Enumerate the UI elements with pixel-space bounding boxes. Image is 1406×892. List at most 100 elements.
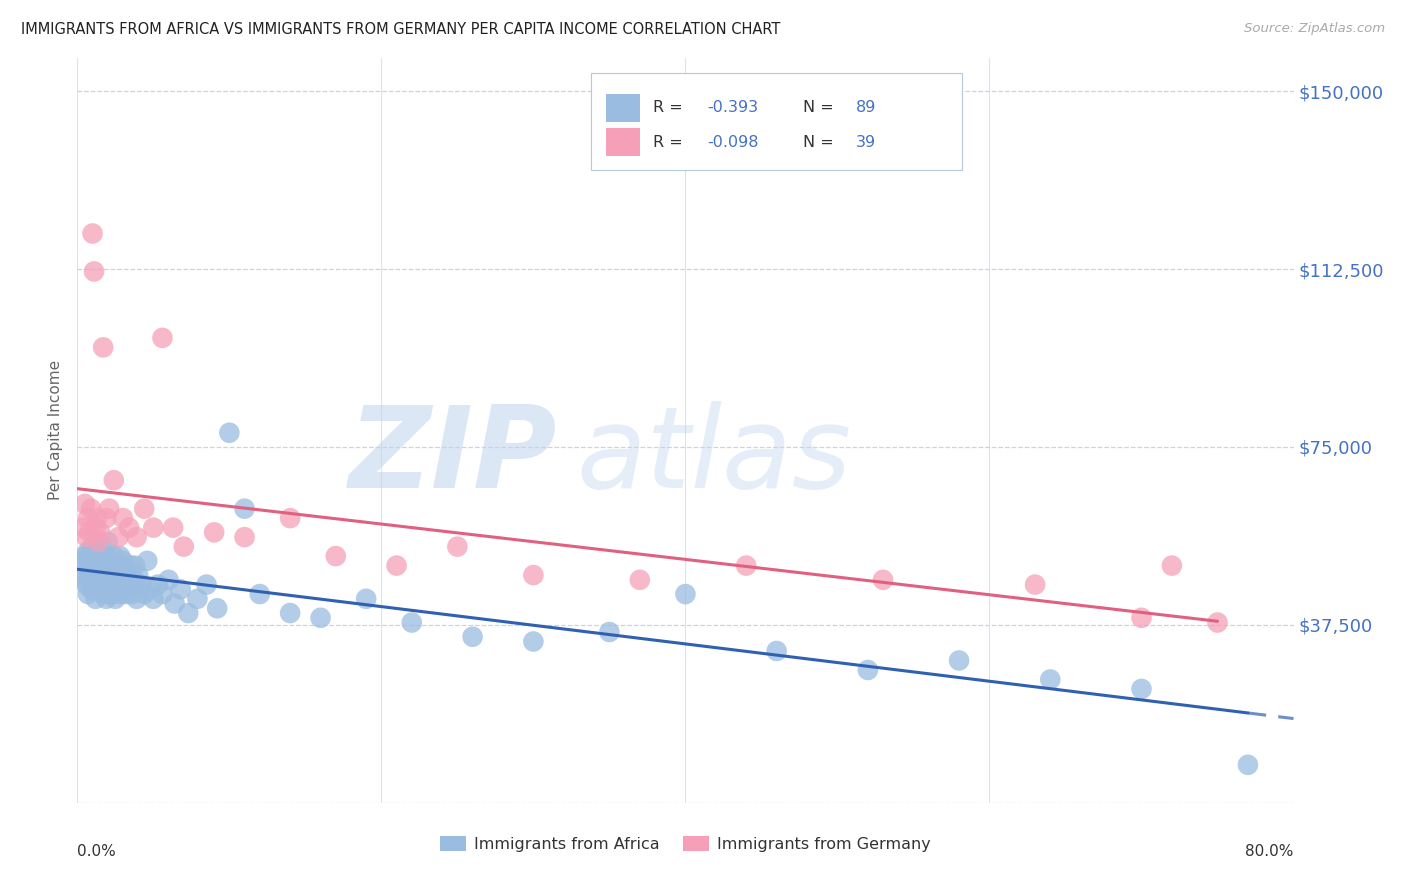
Point — [177, 606, 200, 620]
Point — [118, 521, 141, 535]
Point — [77, 587, 100, 601]
Legend: Immigrants from Africa, Immigrants from Germany: Immigrants from Africa, Immigrants from … — [434, 830, 936, 858]
Point — [170, 582, 193, 597]
Point — [89, 525, 111, 540]
Point — [86, 544, 108, 558]
Point — [91, 554, 114, 568]
Point — [97, 573, 120, 587]
Point — [124, 558, 146, 573]
Text: -0.098: -0.098 — [707, 135, 759, 150]
Point — [163, 597, 186, 611]
Point — [104, 591, 127, 606]
Point — [125, 530, 148, 544]
Point — [83, 549, 105, 563]
Point — [127, 568, 149, 582]
Text: 89: 89 — [856, 101, 876, 115]
Text: ZIP: ZIP — [349, 401, 558, 512]
Point — [90, 540, 112, 554]
Point — [117, 563, 139, 577]
Point — [82, 558, 104, 573]
Point — [80, 563, 103, 577]
Point — [105, 558, 128, 573]
Point — [385, 558, 408, 573]
Point — [93, 577, 115, 591]
Point — [278, 511, 301, 525]
Point — [84, 521, 107, 535]
Point — [446, 540, 468, 554]
Point — [115, 587, 138, 601]
Y-axis label: Per Capita Income: Per Capita Income — [48, 360, 63, 500]
Point — [325, 549, 347, 563]
Point — [101, 563, 124, 577]
Point — [354, 591, 377, 606]
Point — [72, 521, 94, 535]
Point — [103, 473, 125, 487]
Point — [93, 558, 115, 573]
Point — [86, 568, 108, 582]
Point — [1024, 577, 1046, 591]
Point — [675, 587, 697, 601]
Text: R =: R = — [652, 135, 688, 150]
Point — [249, 587, 271, 601]
Point — [162, 521, 184, 535]
Point — [96, 549, 118, 563]
Point — [1206, 615, 1229, 630]
Point — [122, 573, 145, 587]
FancyBboxPatch shape — [606, 128, 640, 156]
Point — [120, 558, 142, 573]
Text: atlas: atlas — [576, 401, 851, 512]
Point — [80, 501, 103, 516]
Point — [278, 606, 301, 620]
Point — [110, 568, 132, 582]
Point — [75, 530, 97, 544]
Point — [142, 521, 165, 535]
Point — [84, 591, 107, 606]
Point — [121, 587, 143, 601]
Point — [96, 511, 118, 525]
Point — [134, 587, 156, 601]
Point — [91, 340, 114, 354]
Point — [107, 573, 129, 587]
Point — [522, 634, 544, 648]
Point — [142, 591, 165, 606]
Point — [111, 554, 134, 568]
Text: -0.393: -0.393 — [707, 101, 758, 115]
Point — [735, 558, 758, 573]
Point — [82, 540, 104, 554]
Text: Source: ZipAtlas.com: Source: ZipAtlas.com — [1244, 22, 1385, 36]
Point — [72, 568, 94, 582]
Point — [1161, 558, 1184, 573]
Point — [77, 544, 100, 558]
Point — [84, 554, 107, 568]
Point — [157, 573, 180, 587]
Point — [1237, 757, 1260, 772]
Point — [87, 582, 110, 597]
Point — [948, 653, 970, 667]
Point — [104, 577, 127, 591]
Point — [205, 601, 228, 615]
FancyBboxPatch shape — [606, 94, 640, 122]
Text: N =: N = — [803, 135, 839, 150]
Point — [107, 530, 129, 544]
Point — [218, 425, 240, 440]
Point — [136, 554, 159, 568]
Point — [108, 549, 131, 563]
Point — [114, 573, 136, 587]
Point — [129, 577, 152, 591]
Point — [872, 573, 894, 587]
Point — [77, 511, 100, 525]
Point — [96, 591, 118, 606]
Point — [87, 558, 110, 573]
Point — [80, 582, 103, 597]
Point — [401, 615, 423, 630]
Point — [1130, 681, 1153, 696]
FancyBboxPatch shape — [591, 73, 962, 169]
Point — [195, 577, 218, 591]
Point — [125, 591, 148, 606]
Point — [86, 511, 108, 525]
Point — [97, 534, 120, 549]
Point — [111, 511, 134, 525]
Point — [82, 573, 104, 587]
Point — [79, 525, 101, 540]
Point — [522, 568, 544, 582]
